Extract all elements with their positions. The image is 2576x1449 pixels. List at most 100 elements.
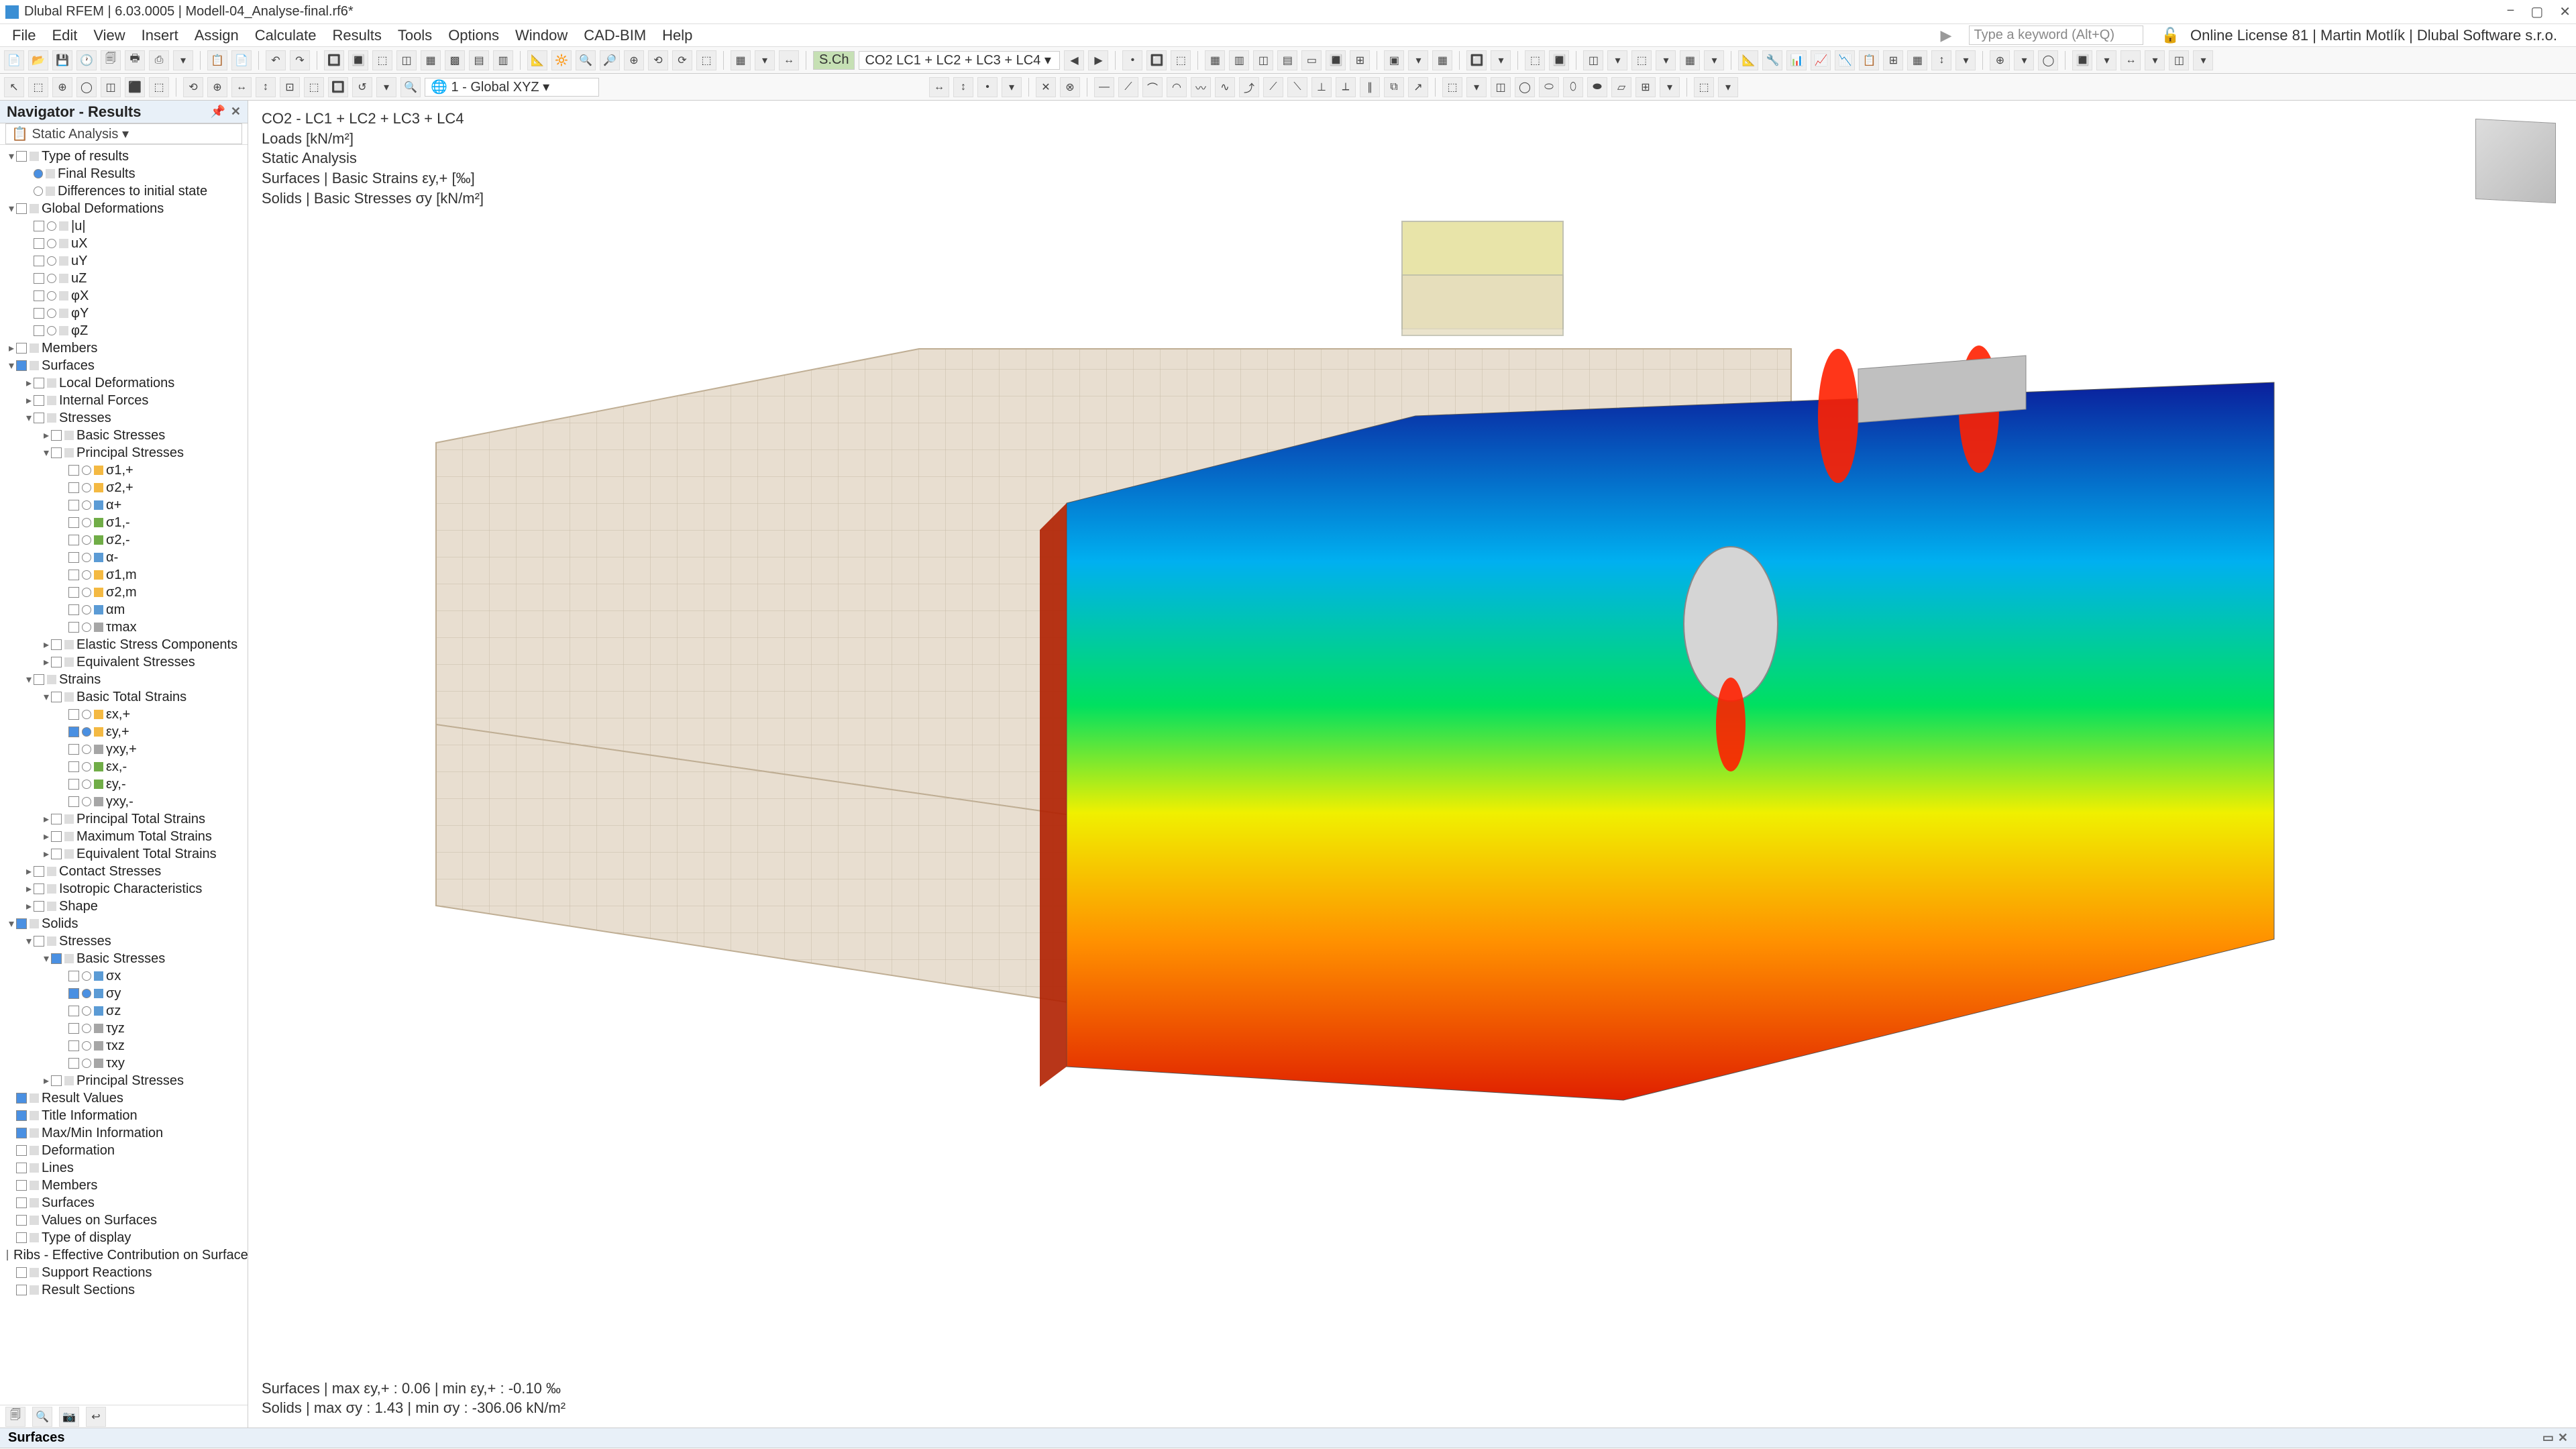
tb2b-29[interactable]: ⬬ xyxy=(1587,77,1607,97)
tb2b-20[interactable]: ⧉ xyxy=(1384,77,1404,97)
tb2b-35[interactable]: ▾ xyxy=(1718,77,1738,97)
tb1b-12[interactable]: 🔳 xyxy=(1326,50,1346,70)
tb1-16[interactable]: 🔳 xyxy=(348,50,368,70)
tb1b-16[interactable]: ▾ xyxy=(1408,50,1428,70)
tb1-3[interactable]: 🕐 xyxy=(76,50,97,70)
tb1b-13[interactable]: ⊞ xyxy=(1350,50,1370,70)
tb2b-1[interactable]: ↕ xyxy=(953,77,973,97)
nav-btn-4[interactable]: ↩ xyxy=(86,1407,106,1427)
tree-63[interactable]: Ribs - Effective Contribution on Surface… xyxy=(0,1246,248,1264)
tree-17[interactable]: ▾Principal Stresses xyxy=(0,444,248,462)
tree-15[interactable]: ▾Stresses xyxy=(0,409,248,427)
tb1b-30[interactable]: ▾ xyxy=(1704,50,1724,70)
tree-19[interactable]: σ2,+ xyxy=(0,479,248,496)
tree-7[interactable]: uZ xyxy=(0,270,248,287)
lower-max-icon[interactable]: ▭ xyxy=(2542,1431,2554,1445)
tree-23[interactable]: α- xyxy=(0,549,248,566)
tb2b-21[interactable]: ↗ xyxy=(1408,77,1428,97)
tb1-30[interactable]: ⟳ xyxy=(672,50,692,70)
tb1-25[interactable]: 🔆 xyxy=(551,50,572,70)
tb1b-29[interactable]: ▦ xyxy=(1680,50,1700,70)
tb1-27[interactable]: 🔎 xyxy=(600,50,620,70)
tb2-14[interactable]: 🔲 xyxy=(328,77,348,97)
menu-view[interactable]: View xyxy=(87,24,131,47)
tree-4[interactable]: |u| xyxy=(0,217,248,235)
tb1b-1[interactable]: ▶ xyxy=(1088,50,1108,70)
tb2b-15[interactable]: ⟋ xyxy=(1263,77,1283,97)
menu-window[interactable]: Window xyxy=(508,24,574,47)
tree-31[interactable]: ▾Basic Total Strains xyxy=(0,688,248,706)
tb1b-34[interactable]: 📊 xyxy=(1786,50,1807,70)
tb2b-17[interactable]: ⊥ xyxy=(1311,77,1332,97)
tb1b-43[interactable]: ⊕ xyxy=(1990,50,2010,70)
tb2b-2[interactable]: • xyxy=(977,77,998,97)
tree-48[interactable]: σy xyxy=(0,985,248,1002)
tb2b-6[interactable]: ⊗ xyxy=(1060,77,1080,97)
tree-22[interactable]: σ2,- xyxy=(0,531,248,549)
tb1b-11[interactable]: ▭ xyxy=(1301,50,1322,70)
tb2b-14[interactable]: ⤴ xyxy=(1239,77,1259,97)
menu-calculate[interactable]: Calculate xyxy=(248,24,323,47)
tb1b-33[interactable]: 🔧 xyxy=(1762,50,1782,70)
tb1b-7[interactable]: ▦ xyxy=(1205,50,1225,70)
tb1b-26[interactable]: ▾ xyxy=(1607,50,1627,70)
tree-13[interactable]: ▸Local Deformations xyxy=(0,374,248,392)
tb1-15[interactable]: 🔲 xyxy=(324,50,344,70)
tb1-29[interactable]: ⟲ xyxy=(648,50,668,70)
tb1b-37[interactable]: 📋 xyxy=(1859,50,1879,70)
tb1-6[interactable]: ⎙ xyxy=(149,50,169,70)
tree-12[interactable]: ▾Surfaces xyxy=(0,357,248,374)
nav-btn-2[interactable]: 🔍 xyxy=(32,1407,52,1427)
tb1b-4[interactable]: 🔲 xyxy=(1146,50,1167,70)
tb1b-10[interactable]: ▤ xyxy=(1277,50,1297,70)
tree-52[interactable]: τxy xyxy=(0,1055,248,1072)
tb1-31[interactable]: ⬚ xyxy=(696,50,716,70)
tree-25[interactable]: σ2,m xyxy=(0,584,248,601)
tree-41[interactable]: ▸Contact Stresses xyxy=(0,863,248,880)
tree-0[interactable]: ▾Type of results xyxy=(0,148,248,165)
viewport-3d[interactable]: CO2 - LC1 + LC2 + LC3 + LC4Loads [kN/m²]… xyxy=(248,101,2576,1428)
tb1-2[interactable]: 💾 xyxy=(52,50,72,70)
tb2b-13[interactable]: ∿ xyxy=(1215,77,1235,97)
tb1b-50[interactable]: ▾ xyxy=(2145,50,2165,70)
tb1b-39[interactable]: ▦ xyxy=(1907,50,1927,70)
nav-pin-icon[interactable]: 📌 xyxy=(210,105,225,119)
tree-47[interactable]: σx xyxy=(0,967,248,985)
tb1b-17[interactable]: ▦ xyxy=(1432,50,1452,70)
tb1b-5[interactable]: ⬚ xyxy=(1171,50,1191,70)
tb2b-18[interactable]: ⟂ xyxy=(1336,77,1356,97)
tb1-5[interactable]: 🖶 xyxy=(125,50,145,70)
tb2-10[interactable]: ↔ xyxy=(231,77,252,97)
tb2b-25[interactable]: ◫ xyxy=(1491,77,1511,97)
tb1b-9[interactable]: ◫ xyxy=(1253,50,1273,70)
tb2b-3[interactable]: ▾ xyxy=(1002,77,1022,97)
tree-35[interactable]: εx,- xyxy=(0,758,248,775)
tb2b-24[interactable]: ▾ xyxy=(1466,77,1487,97)
tb1-9[interactable]: 📋 xyxy=(207,50,227,70)
tb2-0[interactable]: ↖ xyxy=(4,77,24,97)
menu-insert[interactable]: Insert xyxy=(135,24,185,47)
tree-27[interactable]: τmax xyxy=(0,619,248,636)
tb2-6[interactable]: ⬚ xyxy=(149,77,169,97)
tb1b-52[interactable]: ▾ xyxy=(2193,50,2213,70)
tb2-5[interactable]: ⬛ xyxy=(125,77,145,97)
tb2b-32[interactable]: ▾ xyxy=(1660,77,1680,97)
tree-37[interactable]: γxy,- xyxy=(0,793,248,810)
tree-3[interactable]: ▾Global Deformations xyxy=(0,200,248,217)
tb2b-8[interactable]: — xyxy=(1094,77,1114,97)
tree-49[interactable]: σz xyxy=(0,1002,248,1020)
tb2b-30[interactable]: ▱ xyxy=(1611,77,1631,97)
tree-59[interactable]: Members xyxy=(0,1177,248,1194)
close-button[interactable]: ✕ xyxy=(2559,3,2571,20)
tree-33[interactable]: εy,+ xyxy=(0,723,248,741)
tb1b-41[interactable]: ▾ xyxy=(1955,50,1976,70)
tree-14[interactable]: ▸Internal Forces xyxy=(0,392,248,409)
menu-options[interactable]: Options xyxy=(441,24,506,47)
tb1-17[interactable]: ⬚ xyxy=(372,50,392,70)
tb1b-3[interactable]: • xyxy=(1122,50,1142,70)
tb2-3[interactable]: ◯ xyxy=(76,77,97,97)
tb2-2[interactable]: ⊕ xyxy=(52,77,72,97)
tb1b-47[interactable]: 🔳 xyxy=(2072,50,2092,70)
tree-56[interactable]: Max/Min Information xyxy=(0,1124,248,1142)
tb1b-35[interactable]: 📈 xyxy=(1811,50,1831,70)
